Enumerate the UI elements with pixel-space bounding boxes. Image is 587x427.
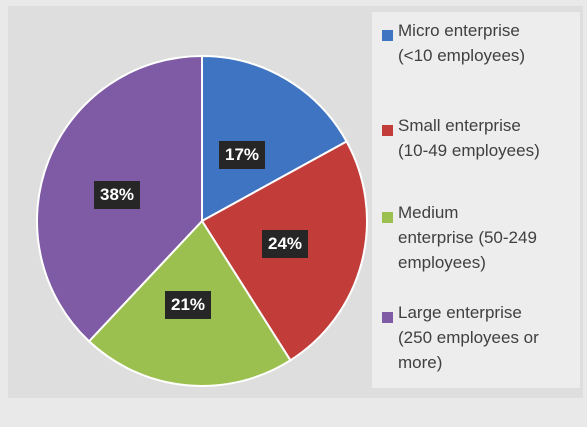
legend: Micro enterprise (<10 employees) Small en…	[372, 12, 580, 388]
legend-swatch	[382, 212, 393, 223]
legend-swatch	[382, 312, 393, 323]
pie-slice	[201, 54, 348, 223]
legend-swatch	[382, 30, 393, 41]
legend-label: Medium enterprise (50-249 employees)	[398, 203, 537, 272]
slice-data-label: 17%	[219, 141, 266, 169]
legend-label: Large enterprise (250 employees or more)	[398, 303, 539, 372]
slice-data-label: 38%	[94, 181, 141, 209]
legend-label: Micro enterprise (<10 employees)	[398, 21, 526, 65]
legend-swatch	[382, 125, 393, 136]
slice-data-label: 24%	[262, 230, 309, 258]
legend-label: Small enterprise (10-49 employees)	[398, 116, 540, 160]
slice-data-label: 21%	[165, 291, 212, 319]
